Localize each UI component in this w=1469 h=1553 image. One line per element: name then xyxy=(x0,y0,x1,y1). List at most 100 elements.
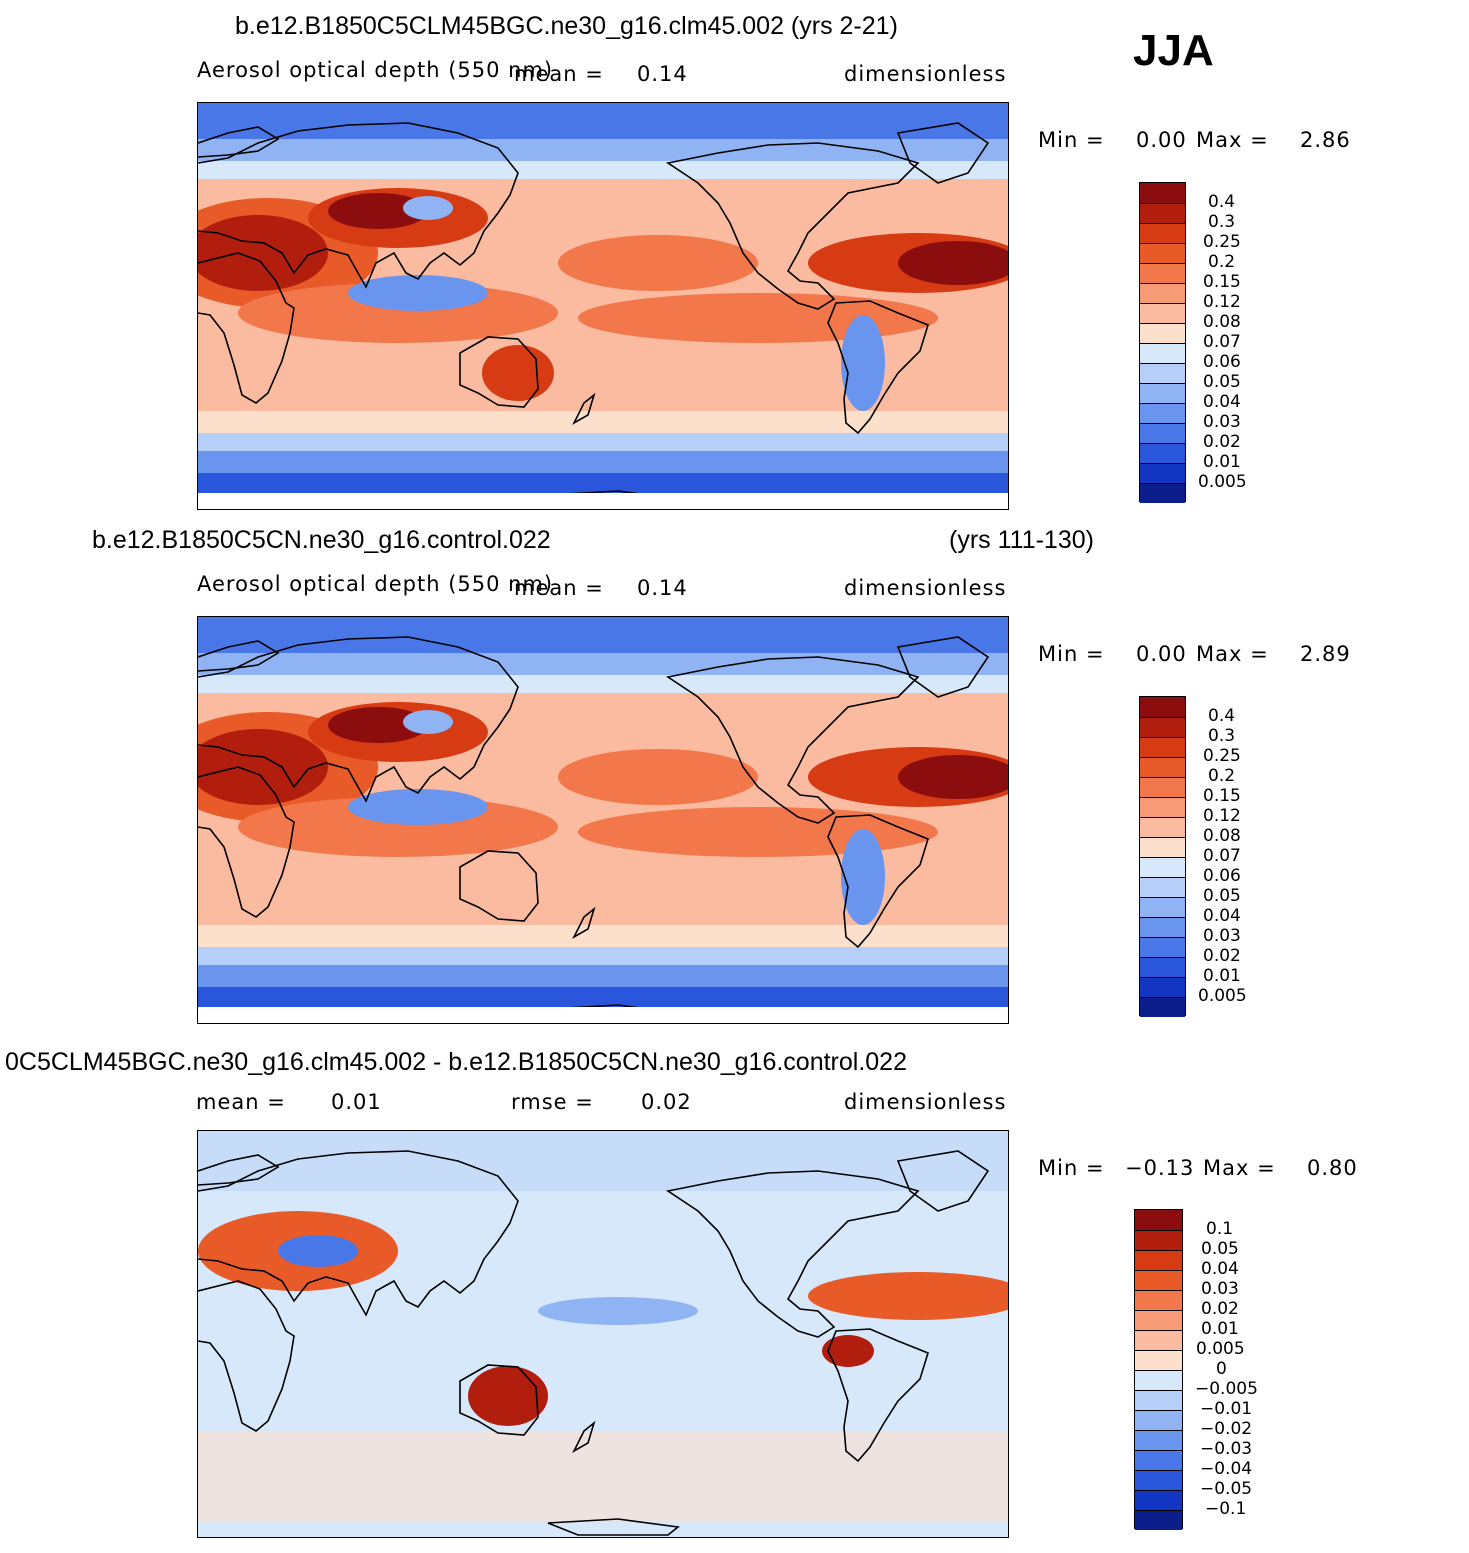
panel1-min-label: Min = xyxy=(1038,128,1105,152)
season-label: JJA xyxy=(1133,26,1214,75)
southern-ocean-band-3 xyxy=(198,473,1008,493)
colorbar-tick-label: 0.06 xyxy=(1203,352,1241,372)
australia-field xyxy=(482,345,554,401)
colorbar-box xyxy=(1140,917,1185,937)
asia-dust-core xyxy=(328,193,428,229)
colorbar-tick-label: 0.05 xyxy=(1201,1239,1239,1259)
colorbar-tick-label: 0.2 xyxy=(1208,252,1236,272)
colorbar-box xyxy=(1140,483,1185,503)
colorbar-tick-label: −0.01 xyxy=(1200,1399,1253,1419)
colorbar-box xyxy=(1140,737,1185,757)
australia-field xyxy=(482,859,554,915)
colorbar-tick-label: 0.01 xyxy=(1203,452,1241,472)
southern-midlat-band xyxy=(198,411,1008,433)
asia-dust-core xyxy=(328,707,428,743)
panel2-max-value: 2.89 xyxy=(1300,642,1351,666)
tibet-low xyxy=(403,196,453,220)
colorbar-box xyxy=(1140,303,1185,323)
colorbar-box xyxy=(1135,1470,1182,1490)
coastline xyxy=(198,122,519,289)
panel3-colorbar xyxy=(1134,1209,1183,1530)
colorbar-tick-label: 0.03 xyxy=(1201,1279,1239,1299)
colorbar-box xyxy=(1135,1270,1182,1290)
subarctic-band xyxy=(198,653,1008,675)
north-pacific-high xyxy=(558,235,758,291)
panel1-case-title: b.e12.B1850C5CLM45BGC.ne30_g16.clm45.002… xyxy=(235,12,898,40)
panel1-variable: Aerosol optical depth (550 nm) xyxy=(197,58,554,82)
coastline xyxy=(827,1328,929,1463)
panel1-max-value: 2.86 xyxy=(1300,128,1351,152)
colorbar-tick-label: −0.04 xyxy=(1200,1459,1253,1479)
panel2-max-label: Max = xyxy=(1196,642,1269,666)
tropical-pacific-band xyxy=(578,807,938,857)
coastline xyxy=(198,1280,295,1432)
panel1-map xyxy=(197,102,1009,510)
colorbar-box xyxy=(1135,1510,1182,1530)
coastline xyxy=(459,850,539,922)
colorbar-box xyxy=(1135,1370,1182,1390)
colorbar-box xyxy=(1140,977,1185,997)
coastline xyxy=(198,252,295,404)
colorbar-box xyxy=(1140,203,1185,223)
colorbar-tick-label: 0.07 xyxy=(1203,846,1241,866)
panel2-years: (yrs 111-130) xyxy=(949,526,1094,554)
coastline xyxy=(827,300,929,435)
southern-ocean-band-2 xyxy=(198,965,1008,987)
colorbar-tick-label: 0.02 xyxy=(1203,432,1241,452)
andes-low xyxy=(841,315,885,411)
diff-south-pos xyxy=(198,1431,1008,1521)
colorbar-tick-label: 0.12 xyxy=(1203,806,1241,826)
coastline xyxy=(665,142,920,310)
panel3-rmse-value: 0.02 xyxy=(641,1090,692,1114)
colorbar-tick-label: 0.005 xyxy=(1198,472,1247,492)
tibet-low xyxy=(403,710,453,734)
colorbar-tick-label: 0.005 xyxy=(1198,986,1247,1006)
southern-ocean-band-1 xyxy=(198,947,1008,965)
panel3-max-value: 0.80 xyxy=(1307,1156,1358,1180)
colorbar-tick-label: 0.4 xyxy=(1208,706,1236,726)
north-pacific-high xyxy=(558,749,758,805)
colorbar-box xyxy=(1140,343,1185,363)
colorbar-tick-label: 0 xyxy=(1216,1359,1227,1379)
colorbar-box xyxy=(1140,717,1185,737)
colorbar-box xyxy=(1135,1290,1182,1310)
coastline xyxy=(198,766,295,918)
colorbar-tick-label: −0.05 xyxy=(1200,1479,1253,1499)
colorbar-box xyxy=(1135,1230,1182,1250)
colorbar-box xyxy=(1140,283,1185,303)
colorbar-tick-label: 0.03 xyxy=(1203,926,1241,946)
panel3-min-label: Min = xyxy=(1038,1156,1105,1180)
atlantic-dust-core xyxy=(898,755,1008,799)
colorbar-tick-label: 0.01 xyxy=(1203,966,1241,986)
subarctic-band xyxy=(198,139,1008,161)
panel3-rmse-label: rmse = xyxy=(511,1090,594,1114)
colorbar-box xyxy=(1140,463,1185,483)
coastline xyxy=(572,906,596,940)
colorbar-tick-label: 0.08 xyxy=(1203,312,1241,332)
colorbar-box xyxy=(1140,697,1185,717)
diff-mideast-neg xyxy=(278,1235,358,1267)
panel2-variable: Aerosol optical depth (550 nm) xyxy=(197,572,554,596)
coastline xyxy=(198,640,280,672)
panel1-mean-label: mean = xyxy=(514,62,604,86)
colorbar-box xyxy=(1140,757,1185,777)
midlat-band xyxy=(198,675,1008,693)
colorbar-tick-label: 0.02 xyxy=(1201,1299,1239,1319)
colorbar-tick-label: 0.15 xyxy=(1203,786,1241,806)
panel3-mean-label: mean = xyxy=(196,1090,286,1114)
arctic-band xyxy=(198,617,1008,653)
colorbar-tick-label: 0.4 xyxy=(1208,192,1236,212)
colorbar-tick-label: −0.005 xyxy=(1195,1379,1258,1399)
colorbar-tick-label: 0.15 xyxy=(1203,272,1241,292)
colorbar-box xyxy=(1140,263,1185,283)
colorbar-tick-label: 0.03 xyxy=(1203,412,1241,432)
colorbar-tick-label: 0.04 xyxy=(1203,906,1241,926)
coastline xyxy=(198,636,519,803)
panel3-units: dimensionless xyxy=(844,1090,1007,1114)
missing-data-strip xyxy=(198,1007,1008,1023)
coastline xyxy=(572,392,596,426)
colorbar-tick-label: 0.1 xyxy=(1206,1219,1234,1239)
colorbar-box xyxy=(1140,383,1185,403)
panel3-case-title: 0C5CLM45BGC.ne30_g16.clm45.002 - b.e12.B… xyxy=(5,1048,907,1076)
coastline xyxy=(896,1150,990,1212)
